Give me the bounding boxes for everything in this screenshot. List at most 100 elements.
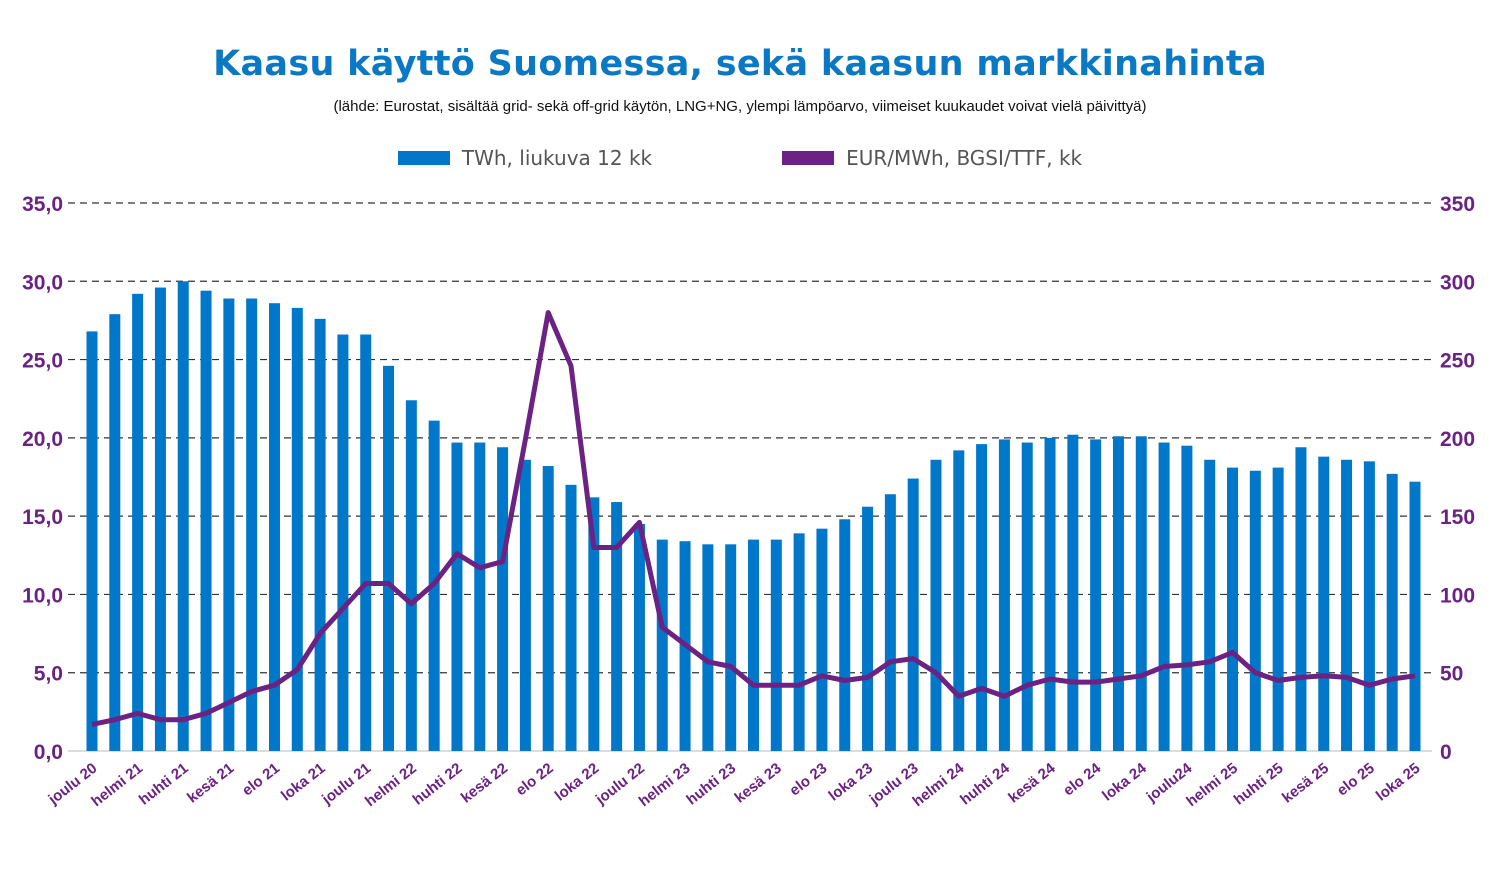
x-axis-tick: huhti 24: [957, 759, 1013, 808]
bar: [1181, 445, 1193, 751]
bar: [725, 544, 737, 751]
right-axis-tick: 0: [1440, 741, 1452, 764]
right-axis-tick: 250: [1440, 350, 1475, 373]
bar: [656, 539, 668, 751]
bar: [1409, 481, 1421, 751]
right-axis-tick: 150: [1440, 506, 1475, 529]
bar: [86, 331, 98, 751]
x-axis-tick: helmi 25: [1183, 760, 1241, 810]
bar: [109, 314, 121, 751]
legend-swatch-bars: [397, 151, 450, 165]
bar: [770, 539, 782, 751]
legend: TWh, liukuva 12 kk EUR/MWh, BGSI/TTF, kk: [0, 146, 1480, 170]
bar: [884, 494, 896, 751]
x-axis-tick: elo 22: [513, 760, 557, 800]
bar: [816, 528, 828, 751]
bar: [1158, 442, 1170, 751]
bar: [497, 447, 509, 751]
legend-item-line: EUR/MWh, BGSI/TTF, kk: [782, 146, 1082, 170]
bar: [474, 442, 486, 751]
bar: [1363, 461, 1375, 751]
x-axis-tick: helmi 22: [362, 760, 420, 810]
bar: [998, 439, 1010, 751]
right-axis-tick: 300: [1440, 271, 1475, 294]
bar: [200, 290, 212, 751]
bar: [1112, 436, 1124, 751]
x-axis-tick: kesä 25: [1279, 760, 1332, 807]
bar: [565, 484, 577, 751]
bar: [542, 466, 554, 751]
legend-swatch-line: [782, 151, 835, 165]
x-axis-tick: helmi 21: [88, 760, 146, 810]
x-axis-tick: kesä 24: [1005, 759, 1059, 806]
bar: [405, 400, 417, 751]
bar: [1341, 459, 1353, 751]
x-axis-tick: elo 23: [786, 760, 830, 800]
x-axis-tick: elo 21: [239, 760, 283, 800]
bar: [246, 298, 258, 751]
bar: [748, 539, 759, 751]
x-axis-tick: helmi 23: [636, 760, 694, 810]
chart-title: Kaasu käyttö Suomessa, sekä kaasun markk…: [213, 44, 1267, 84]
bar: [1386, 473, 1398, 751]
x-axis-tick: huhti 22: [410, 760, 466, 809]
x-axis-tick: elo 25: [1334, 760, 1378, 800]
bar: [1318, 456, 1330, 751]
left-axis-tick: 0,0: [34, 741, 63, 764]
x-axis-tick: loka 24: [1099, 759, 1150, 804]
left-axis-tick: 10,0: [22, 584, 63, 607]
bar: [1021, 442, 1033, 751]
bar: [360, 334, 372, 751]
x-axis-tick: huhti 25: [1231, 760, 1287, 809]
x-axis-tick: elo 24: [1060, 759, 1104, 799]
bar: [1044, 437, 1056, 751]
bar: [633, 523, 645, 751]
bar: [839, 519, 851, 751]
right-axis-tick: 50: [1440, 663, 1463, 686]
x-axis-tick: kesä 22: [458, 760, 511, 807]
x-axis-tick: kesä 21: [184, 760, 237, 807]
left-axis-tick: 5,0: [34, 663, 63, 686]
x-axis-tick: kesä 23: [732, 760, 785, 807]
left-axis-tick: 30,0: [22, 271, 63, 294]
bar: [1067, 434, 1079, 751]
bar: [1090, 439, 1102, 751]
bar: [177, 281, 189, 751]
bar: [1272, 467, 1284, 751]
bar: [291, 307, 303, 751]
bar: [1135, 436, 1147, 751]
legend-label-bars: TWh, liukuva 12 kk: [461, 146, 653, 170]
bar: [793, 533, 805, 751]
bar: [1204, 459, 1216, 751]
left-axis-tick: 25,0: [22, 350, 63, 373]
bar: [519, 459, 531, 751]
bar: [132, 293, 144, 751]
bar: [314, 318, 326, 751]
bar: [1249, 470, 1261, 751]
chart-subtitle: (lähde: Eurostat, sisältää grid- sekä of…: [333, 98, 1147, 115]
bar: [1227, 467, 1239, 751]
x-axis-tick: huhti 21: [136, 760, 192, 809]
bar: [154, 287, 166, 751]
x-axis-tick: helmi 24: [909, 759, 967, 810]
bar: [1295, 447, 1307, 751]
right-axis-tick: 350: [1440, 193, 1475, 216]
legend-label-line: EUR/MWh, BGSI/TTF, kk: [846, 146, 1083, 170]
right-axis-tick: 200: [1440, 428, 1475, 451]
bar: [611, 502, 623, 751]
x-axis-tick: loka 25: [1373, 760, 1424, 805]
bar: [268, 303, 280, 751]
left-axis-tick: 20,0: [22, 428, 63, 451]
bar: [451, 442, 463, 751]
bar: [337, 334, 349, 751]
bar: [223, 298, 235, 751]
bar: [383, 365, 395, 751]
bar: [702, 544, 714, 751]
left-axis-tick: 35,0: [22, 193, 63, 216]
bar: [588, 497, 600, 751]
legend-item-bars: TWh, liukuva 12 kk: [397, 146, 653, 170]
right-axis-tick: 100: [1440, 584, 1475, 607]
bar: [976, 444, 988, 751]
left-axis-tick: 15,0: [22, 506, 63, 529]
